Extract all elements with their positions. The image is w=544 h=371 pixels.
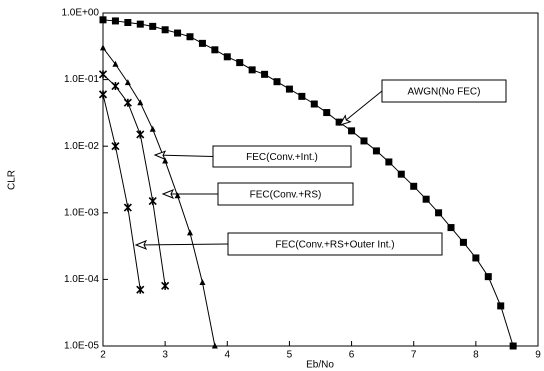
series-line	[102, 19, 514, 347]
marker	[223, 53, 231, 61]
x-tick-label: 5	[287, 350, 293, 361]
callout-box	[381, 79, 507, 103]
marker	[397, 170, 405, 178]
marker	[335, 118, 343, 126]
y-tick-label: 1.0E-02	[64, 141, 99, 152]
marker	[472, 254, 480, 262]
marker	[273, 78, 281, 86]
marker	[199, 278, 206, 285]
callout-arrowhead	[161, 189, 175, 199]
series-line	[102, 94, 141, 290]
marker	[149, 22, 157, 30]
callout-arrow	[154, 154, 214, 157]
y-tick-label: 1.0E+00	[61, 8, 99, 19]
marker	[112, 60, 119, 67]
marker	[497, 302, 505, 310]
marker	[123, 98, 132, 107]
callout-box	[217, 182, 354, 206]
callout-arrow	[339, 90, 383, 126]
callout-arrow	[135, 243, 229, 246]
marker	[211, 46, 219, 54]
marker	[123, 203, 132, 212]
marker	[124, 19, 132, 27]
marker	[186, 33, 194, 41]
marker	[111, 142, 120, 151]
marker	[162, 157, 169, 164]
x-tick-label: 7	[411, 350, 417, 361]
marker	[174, 29, 182, 37]
callout-label: FEC(Conv.+RS)	[250, 190, 322, 201]
marker	[136, 285, 145, 294]
marker	[111, 17, 119, 25]
marker	[149, 125, 156, 132]
marker	[298, 92, 306, 100]
marker	[236, 59, 244, 67]
x-tick-label: 3	[162, 350, 168, 361]
marker	[99, 16, 107, 24]
marker	[410, 182, 418, 190]
marker	[422, 195, 430, 203]
marker	[484, 273, 492, 281]
callout-box	[227, 232, 443, 256]
marker	[174, 192, 181, 199]
callout-arrowhead	[153, 150, 167, 161]
marker	[447, 224, 455, 232]
callout-label: FEC(Conv.+RS+Outer Int.)	[275, 240, 394, 251]
plot-frame	[102, 12, 539, 347]
marker	[148, 197, 157, 206]
marker	[136, 130, 145, 139]
series-line	[102, 47, 216, 347]
marker	[261, 70, 269, 78]
marker	[323, 109, 331, 117]
marker	[161, 26, 169, 34]
marker	[111, 81, 120, 91]
y-axis-label: CLR	[7, 170, 18, 190]
marker	[435, 209, 443, 217]
marker	[372, 147, 380, 155]
callout-box	[212, 145, 352, 168]
x-tick-label: 2	[100, 350, 106, 361]
y-tick-label: 1.0E-05	[64, 341, 99, 352]
marker	[360, 137, 368, 145]
x-tick-label: 8	[473, 350, 479, 361]
x-axis-label: Eb/No	[306, 360, 334, 371]
marker	[459, 238, 467, 246]
callout-arrowhead	[134, 239, 148, 250]
marker	[187, 229, 193, 236]
marker	[100, 44, 106, 51]
marker	[137, 99, 144, 106]
marker	[385, 158, 393, 166]
marker	[198, 39, 206, 47]
marker	[509, 342, 517, 350]
marker	[124, 79, 131, 86]
y-tick-label: 1.0E-04	[64, 274, 99, 285]
marker	[285, 85, 293, 93]
x-tick-label: 4	[225, 350, 231, 361]
marker	[248, 66, 256, 74]
x-tick-label: 9	[535, 350, 541, 361]
marker	[161, 281, 170, 290]
series-line	[102, 73, 166, 286]
callout-label: AWGN(No FEC)	[408, 87, 481, 98]
x-tick-label: 6	[349, 350, 355, 361]
y-tick-label: 1.0E-01	[64, 74, 99, 85]
marker	[98, 70, 108, 79]
callout-label: FEC(Conv.+Int.)	[246, 152, 318, 163]
marker	[310, 100, 318, 108]
marker	[211, 342, 218, 349]
marker	[348, 127, 356, 135]
y-tick-label: 1.0E-03	[64, 207, 99, 218]
marker	[136, 20, 144, 28]
callout-arrowhead	[338, 114, 352, 126]
marker	[98, 90, 108, 99]
